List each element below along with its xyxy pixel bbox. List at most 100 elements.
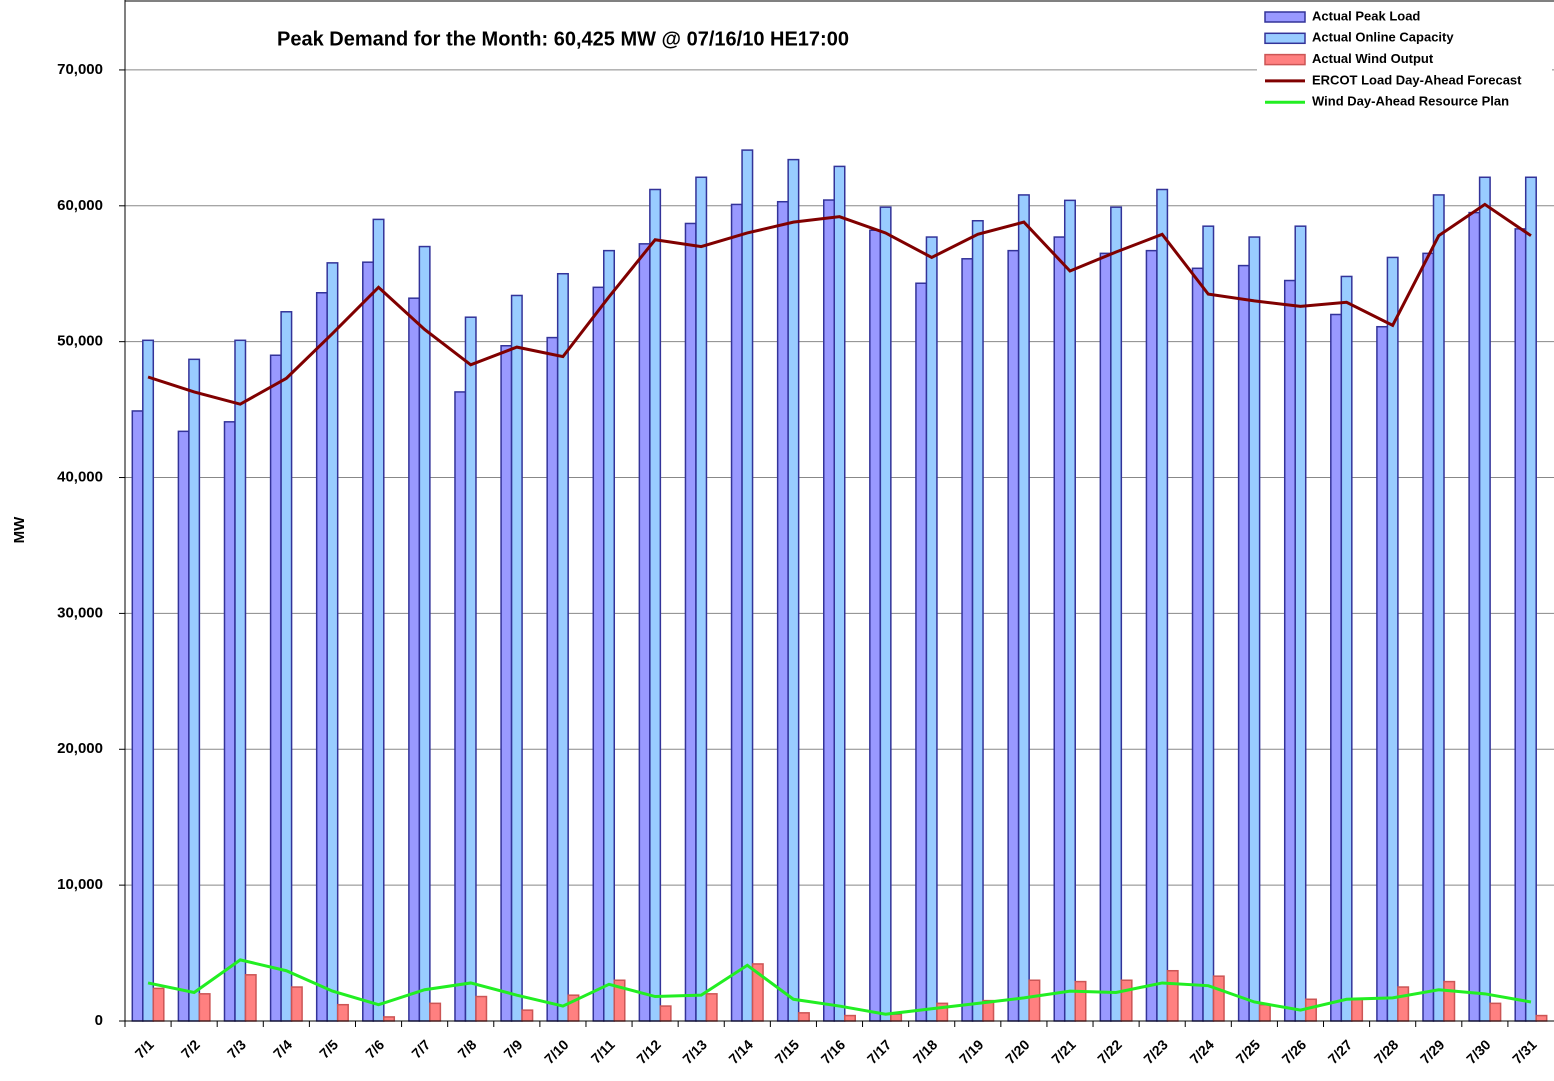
bar xyxy=(510,294,523,1022)
bar xyxy=(1443,980,1456,1022)
bar xyxy=(556,272,569,1022)
bar xyxy=(971,219,984,1022)
bar xyxy=(833,165,846,1022)
bar xyxy=(336,1003,349,1022)
bar xyxy=(326,262,339,1022)
bar xyxy=(915,282,928,1022)
bar xyxy=(1514,228,1527,1022)
bar xyxy=(603,249,616,1022)
bar xyxy=(1212,975,1225,1022)
x-tick-label: 7/13 xyxy=(679,1036,710,1067)
bar xyxy=(1110,206,1123,1022)
bar xyxy=(797,1012,810,1022)
bar xyxy=(1248,236,1261,1022)
bar xyxy=(464,316,477,1022)
bar xyxy=(1166,969,1179,1022)
x-tick-label: 7/1 xyxy=(132,1036,157,1061)
x-tick-label: 7/2 xyxy=(178,1036,203,1061)
legend-swatch xyxy=(1264,32,1306,45)
x-tick-label: 7/27 xyxy=(1325,1036,1356,1067)
x-tick-label: 7/21 xyxy=(1048,1036,1079,1067)
bar xyxy=(315,292,328,1022)
x-tick-label: 7/11 xyxy=(588,1036,618,1066)
x-tick-label: 7/6 xyxy=(362,1036,387,1061)
x-tick-label: 7/12 xyxy=(633,1036,664,1067)
legend-label: Actual Wind Output xyxy=(1312,51,1434,66)
y-tick-label: 60,000 xyxy=(57,197,103,214)
x-tick-label: 7/3 xyxy=(224,1036,249,1061)
bar xyxy=(1145,249,1158,1022)
bar xyxy=(1028,979,1041,1022)
x-tick-label: 7/23 xyxy=(1140,1036,1171,1067)
y-tick-label: 0 xyxy=(95,1012,103,1029)
y-tick-label: 10,000 xyxy=(57,876,103,893)
legend-label: ERCOT Load Day-Ahead Forecast xyxy=(1312,72,1522,87)
bar xyxy=(1283,279,1296,1022)
bar xyxy=(1478,176,1491,1022)
bar xyxy=(730,203,743,1022)
chart-title: Peak Demand for the Month: 60,425 MW @ 0… xyxy=(277,28,849,50)
x-tick-label: 7/20 xyxy=(1002,1036,1033,1067)
x-tick-label: 7/14 xyxy=(725,1036,756,1067)
x-tick-label: 7/19 xyxy=(956,1036,987,1067)
x-tick-label: 7/22 xyxy=(1094,1036,1125,1067)
bar xyxy=(638,243,651,1022)
x-tick-label: 7/5 xyxy=(316,1036,341,1061)
bar xyxy=(890,1013,903,1022)
x-tick-label: 7/16 xyxy=(818,1036,849,1067)
legend-label: Actual Peak Load xyxy=(1312,8,1420,23)
bar xyxy=(475,995,488,1022)
bar xyxy=(234,339,247,1022)
x-tick-label: 7/26 xyxy=(1279,1036,1310,1067)
x-tick-label: 7/9 xyxy=(500,1036,525,1061)
bar xyxy=(1489,1002,1502,1022)
bar xyxy=(1202,225,1215,1022)
bar xyxy=(823,199,835,1022)
bar xyxy=(705,993,718,1022)
x-tick-label: 7/7 xyxy=(408,1036,433,1061)
bar xyxy=(1156,188,1169,1022)
bar xyxy=(1237,264,1250,1022)
y-tick-label: 30,000 xyxy=(57,604,103,621)
legend-swatch xyxy=(1264,53,1306,66)
x-tick-label: 7/24 xyxy=(1186,1036,1217,1067)
bar xyxy=(1099,252,1112,1022)
bar xyxy=(290,986,303,1022)
x-tick-label: 7/8 xyxy=(454,1036,479,1061)
y-tick-label: 70,000 xyxy=(57,61,103,78)
bar xyxy=(408,297,421,1022)
bar xyxy=(1007,249,1020,1022)
y-tick-label: 20,000 xyxy=(57,740,103,757)
bar xyxy=(659,1005,672,1022)
legend-box xyxy=(1257,5,1552,115)
bar xyxy=(1432,194,1445,1022)
bar xyxy=(1524,176,1537,1022)
bar xyxy=(188,358,201,1022)
y-tick-label: 40,000 xyxy=(57,469,103,486)
bar xyxy=(695,176,708,1022)
bar xyxy=(1017,194,1030,1022)
bar xyxy=(383,1016,396,1022)
bar xyxy=(152,987,165,1022)
y-axis-title: MW xyxy=(11,516,28,543)
bar xyxy=(198,993,211,1022)
bar xyxy=(1386,256,1399,1022)
bar xyxy=(500,344,513,1022)
bar xyxy=(1468,211,1481,1022)
bar xyxy=(269,354,282,1022)
x-tick-label: 7/31 xyxy=(1509,1036,1540,1067)
bar xyxy=(142,339,155,1022)
bar xyxy=(869,229,882,1022)
y-tick-label: 50,000 xyxy=(57,333,103,350)
legend-label: Wind Day-Ahead Resource Plan xyxy=(1312,94,1509,109)
bar xyxy=(521,1009,534,1022)
bar xyxy=(177,430,190,1022)
bar xyxy=(1304,998,1317,1022)
bar xyxy=(1120,979,1133,1022)
x-tick-label: 7/17 xyxy=(864,1036,895,1067)
line xyxy=(147,202,1532,406)
legend-label: Actual Online Capacity xyxy=(1312,30,1454,45)
bar xyxy=(418,245,431,1022)
bar xyxy=(1535,1014,1548,1022)
